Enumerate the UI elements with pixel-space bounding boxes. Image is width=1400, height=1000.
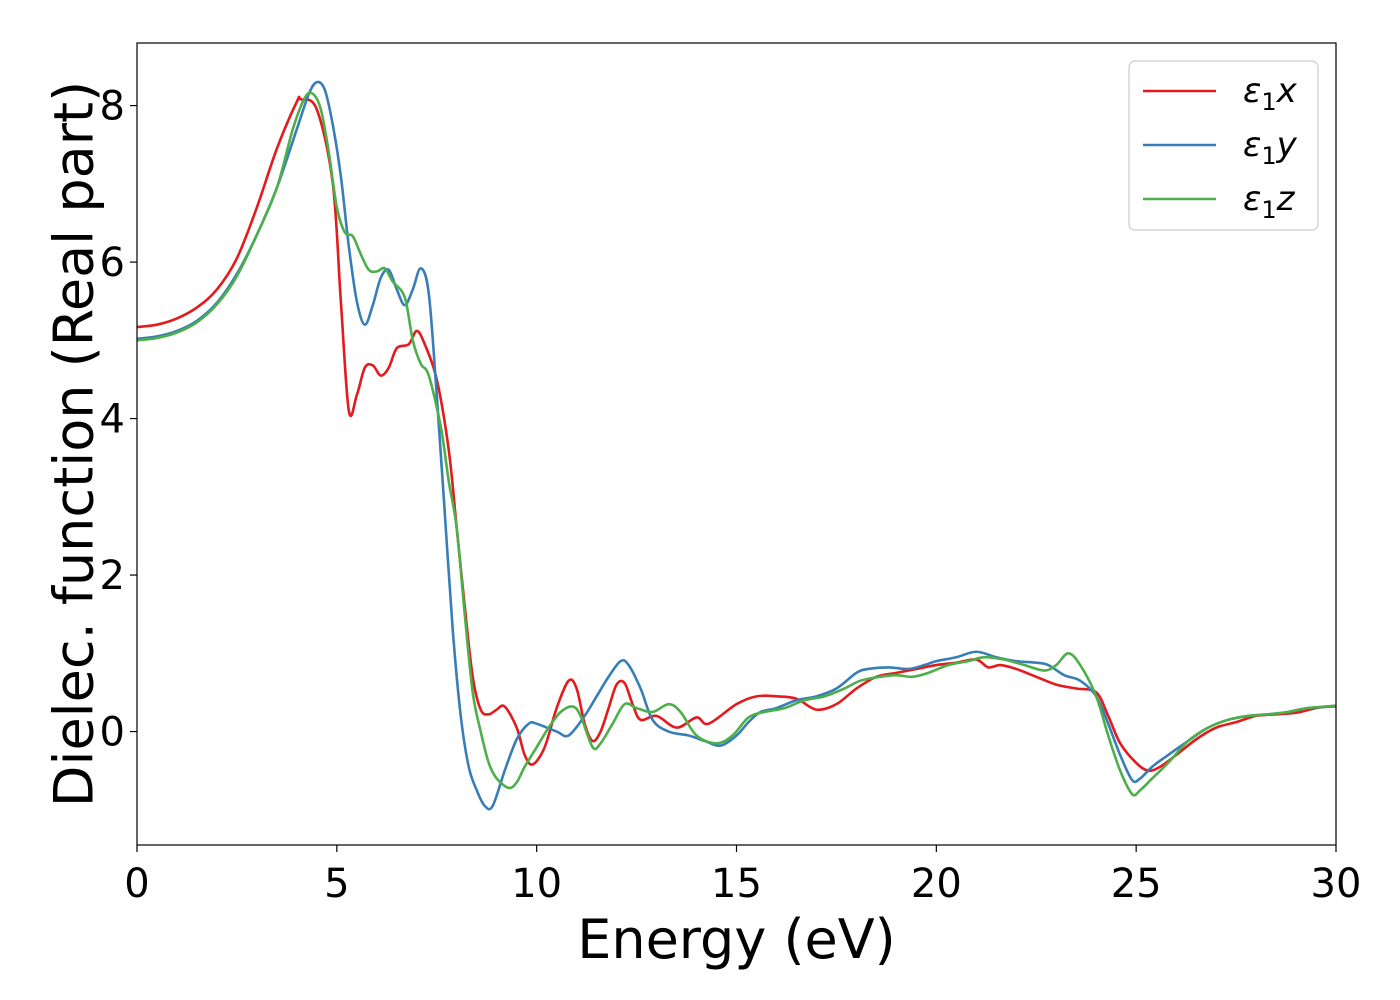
x-tick-label: 0 [124,861,149,907]
legend-label-subscript: 1 [1261,88,1276,116]
legend-label-base: ε [1243,125,1261,165]
y-tick-label: 8 [100,84,125,130]
x-tick-label: 20 [911,861,962,907]
legend-label-x: ε1x [1243,71,1298,116]
x-tick-label: 5 [324,861,349,907]
y-tick-label: 6 [100,240,125,286]
legend-label-component: y [1276,125,1298,165]
legend-label-component: x [1276,71,1298,111]
plot-area-frame [136,42,1337,846]
x-tick-label: 30 [1311,861,1362,907]
y-tick-label: 2 [100,553,125,599]
legend-label-subscript: 1 [1261,142,1276,170]
legend-label-y: ε1y [1243,125,1298,170]
series-layer [137,80,1336,811]
legend-label-subscript: 1 [1261,196,1276,224]
legend-label-z: ε1z [1243,179,1296,224]
x-tick-label: 25 [1111,861,1162,907]
ticks-layer: 0 5 10 15 20 25 30 0 2 4 6 8 [100,84,1362,907]
x-tick-label: 10 [511,861,562,907]
legend-label-base: ε [1243,179,1261,219]
legend-box [1128,60,1319,231]
x-axis-label: Energy (eV) [577,908,896,971]
y-axis-label: Dielec. function (Real part) [43,81,106,807]
series-line-y [137,80,1336,811]
series-line-z [137,91,1336,797]
x-tick-label: 15 [711,861,762,907]
y-tick-label: 4 [100,397,125,443]
y-tick-label: 0 [100,710,125,756]
legend-label-base: ε [1243,71,1261,111]
legend-label-component: z [1276,179,1296,219]
